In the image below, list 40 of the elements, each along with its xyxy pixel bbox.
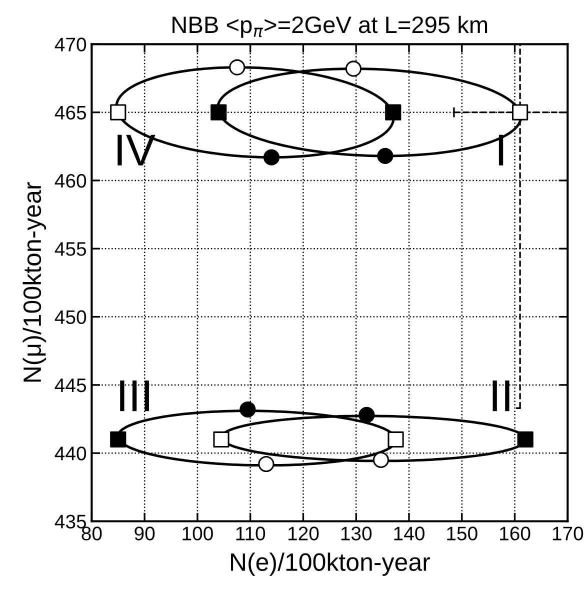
point [240,401,256,418]
point [385,104,402,120]
x-tick-label: 110 [236,526,266,540]
point [213,431,230,448]
point [512,104,528,120]
x-tick-label: 100 [182,526,213,540]
y-tick-label: 450 [54,310,86,324]
point [110,104,126,120]
annotation: III [120,380,149,412]
x-tick-label: 170 [552,526,584,540]
y-tick-label: 445 [54,378,86,392]
x-tick-label: 130 [341,526,372,540]
y-tick-label: 435 [54,514,86,528]
y-tick-label: 460 [54,174,86,188]
x-tick-label: 80 [82,526,102,540]
y-tick-label: 465 [54,106,86,120]
chart-title: NBB <p$_{π}$>=2GeV at L=295 km [172,16,488,38]
point [258,456,274,472]
y-axis-title: N(μ)/100kton-year [22,182,46,382]
x-tick-label: 120 [288,526,319,540]
annotation: II [492,380,510,412]
point [358,406,375,423]
annotation: IV [118,134,156,166]
y-tick-label: 440 [54,446,86,460]
x-tick-label: 140 [394,526,424,540]
x-tick-label: 160 [500,526,530,540]
point [229,59,246,76]
y-tick-label: 470 [54,38,86,52]
x-tick-label: 150 [447,526,478,540]
point [372,452,390,468]
point [388,431,404,448]
point [377,148,394,164]
point [110,431,126,448]
x-tick-label: 90 [134,526,155,540]
point [517,431,534,448]
y-tick-label: 455 [54,242,86,256]
x-axis-title: N(e)/100kton-year [230,552,430,576]
point [263,149,280,166]
point [210,104,227,120]
point [345,60,362,77]
